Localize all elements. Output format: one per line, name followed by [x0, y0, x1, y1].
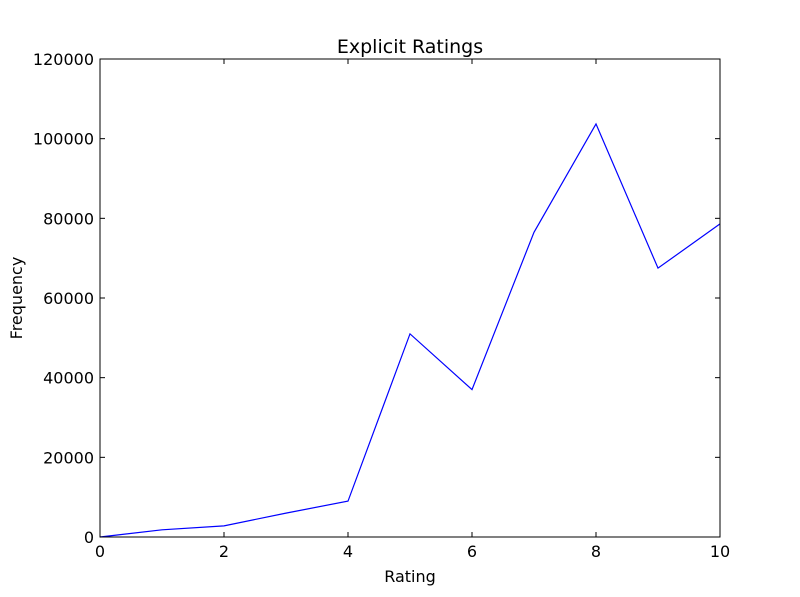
plot-frame: [99, 58, 721, 538]
x-axis-label: Rating: [384, 567, 436, 586]
chart-title: Explicit Ratings: [337, 36, 483, 58]
y-tick-label: 0: [84, 528, 94, 547]
y-tick-label: 120000: [33, 50, 94, 69]
series-layer: [99, 122, 721, 538]
y-tick-label: 100000: [33, 130, 94, 149]
x-tick-label: 8: [591, 542, 601, 561]
x-tick-label: 2: [219, 542, 229, 561]
tick-layer: 0 2 4 6 8 10 0 20000 40000 60000 80000 100000 120000: [33, 50, 730, 561]
y-tick-label: 60000: [43, 289, 94, 308]
y-tick-label: 20000: [43, 448, 94, 467]
series-line-0: [99, 122, 721, 538]
x-tick-label: 0: [95, 542, 105, 561]
x-tick-label: 4: [343, 542, 353, 561]
y-tick-label: 40000: [43, 369, 94, 388]
y-tick-label: 80000: [43, 209, 94, 228]
x-tick-label: 6: [467, 542, 477, 561]
y-axis-label: Frequency: [7, 257, 26, 340]
x-tick-label: 10: [710, 542, 730, 561]
